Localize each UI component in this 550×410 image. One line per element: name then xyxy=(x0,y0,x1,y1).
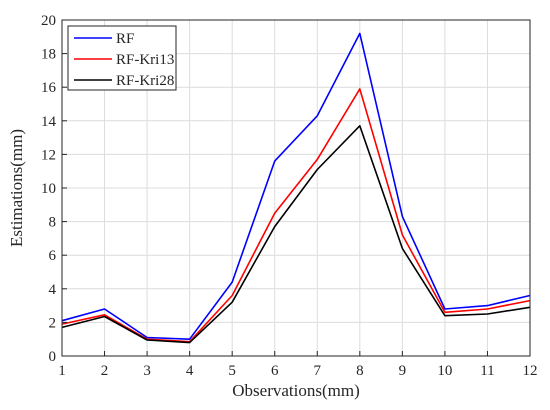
y-tick-label: 12 xyxy=(41,147,56,163)
x-tick-label: 3 xyxy=(143,363,151,379)
y-tick-label: 4 xyxy=(49,282,57,298)
x-tick-label: 1 xyxy=(58,363,66,379)
y-tick-label: 8 xyxy=(49,215,57,231)
series-lines xyxy=(61,32,531,344)
y-axis-label: Estimations(mm) xyxy=(7,129,26,247)
y-tick-label: 18 xyxy=(41,47,56,63)
x-axis-label: Observations(mm) xyxy=(232,381,359,400)
x-tick-label: 5 xyxy=(228,363,236,379)
x-tick-label: 2 xyxy=(101,363,109,379)
y-tick-label: 14 xyxy=(41,114,57,130)
y-tick-label: 6 xyxy=(49,248,57,264)
legend-label: RF-Kri13 xyxy=(116,52,174,68)
y-tick-label: 10 xyxy=(41,181,56,197)
y-tick-label: 2 xyxy=(49,315,57,331)
x-tick-label: 9 xyxy=(399,363,407,379)
x-tick-label: 6 xyxy=(271,363,279,379)
series-line-rf-kri28 xyxy=(61,125,531,344)
legend: RF RF-Kri13 RF-Kri28 xyxy=(67,25,177,91)
y-tick-label: 20 xyxy=(41,13,56,29)
x-tick-label: 8 xyxy=(356,363,364,379)
grid xyxy=(62,20,530,356)
y-tick-label: 0 xyxy=(49,349,57,365)
y-tick-label: 16 xyxy=(41,80,57,96)
series-line-rf xyxy=(61,32,531,341)
x-tick-label: 10 xyxy=(437,363,452,379)
x-tick-label: 4 xyxy=(186,363,194,379)
series-line-rf-kri13 xyxy=(61,88,531,343)
legend-label: RF xyxy=(116,31,134,47)
x-tick-label: 12 xyxy=(523,363,538,379)
x-tick-label: 7 xyxy=(314,363,322,379)
legend-label: RF-Kri28 xyxy=(116,73,174,89)
x-tick-label: 11 xyxy=(480,363,494,379)
